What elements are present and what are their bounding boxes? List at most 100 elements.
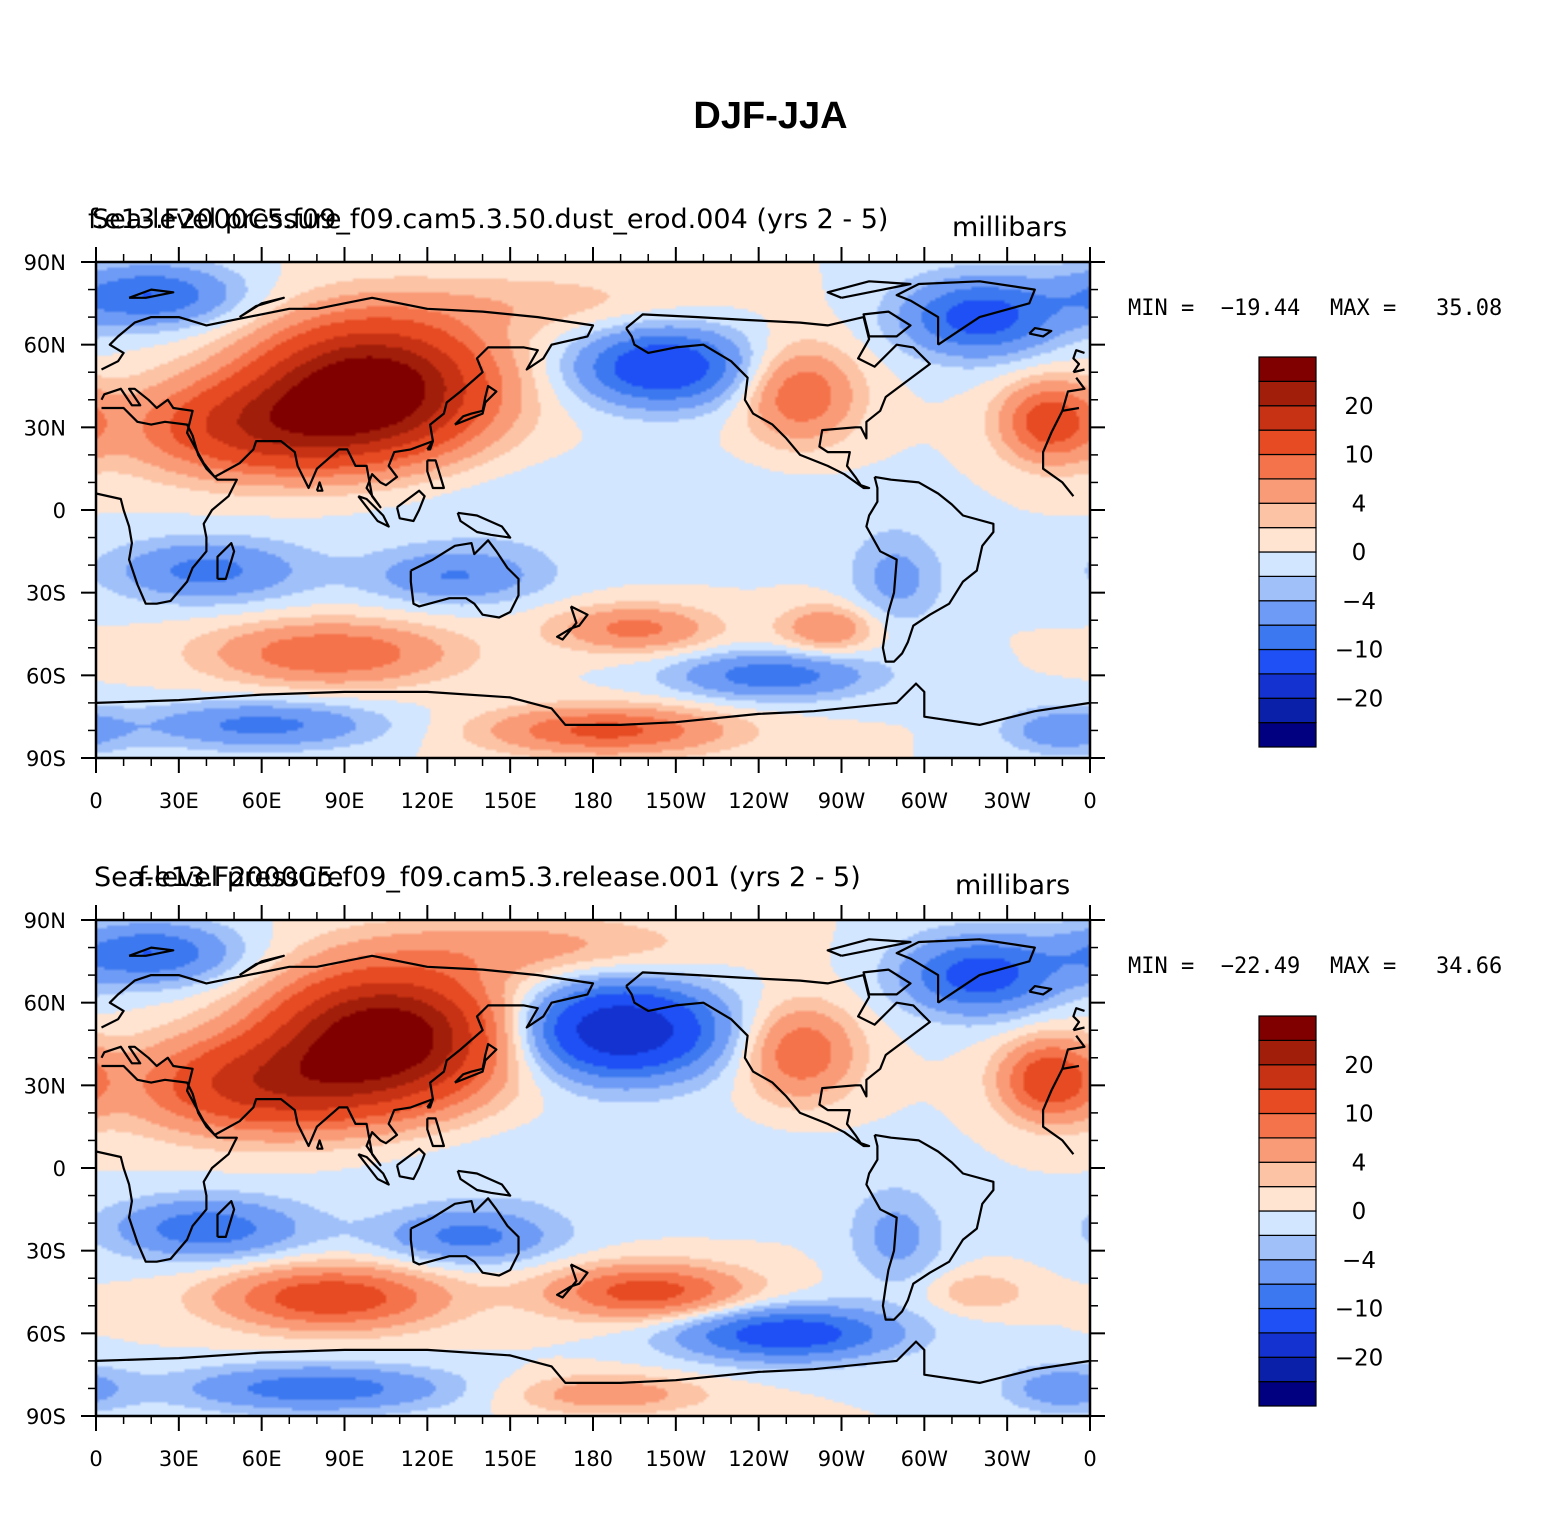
lon-tick-label: 0 xyxy=(89,1447,102,1471)
panel-2-max-label: MAX = 34.66 xyxy=(1330,954,1503,979)
coastline-baffin xyxy=(862,310,912,338)
coastline-japan xyxy=(454,1042,498,1084)
colorbar-box xyxy=(1258,1283,1317,1310)
colorbar-label: 10 xyxy=(1344,1102,1373,1128)
coastline-australia xyxy=(409,1197,520,1277)
pressure-field xyxy=(96,920,1090,1416)
lat-tick-label: 60S xyxy=(26,664,66,688)
lat-tick-label: 30S xyxy=(26,1240,66,1264)
lon-tick-label: 180 xyxy=(573,789,613,813)
lon-tick-label: 60E xyxy=(242,1447,282,1471)
colorbar-box xyxy=(1258,1088,1317,1115)
colorbar-label: 0 xyxy=(1352,540,1367,566)
lon-tick-label: 60W xyxy=(901,789,949,813)
coastline-greenland xyxy=(895,938,1036,1004)
panel-1-max-label: MAX = 35.08 xyxy=(1330,296,1503,321)
coastline-south-america xyxy=(865,1133,995,1321)
colorbar-label: 20 xyxy=(1344,394,1373,420)
coastline-madagascar xyxy=(216,542,236,580)
coastline-new-guinea xyxy=(456,511,512,539)
panel-2-colorbar: 20 10 4 0 −4 −10 −20 xyxy=(1258,1015,1384,1407)
lon-tick-label: 90W xyxy=(818,789,866,813)
lon-tick-label: 90E xyxy=(325,789,365,813)
lon-tick-label: 120E xyxy=(401,789,454,813)
colorbar-label: 4 xyxy=(1352,1150,1367,1176)
colorbar-box xyxy=(1258,1039,1317,1066)
colorbar-label: 4 xyxy=(1352,491,1367,517)
lon-tick-label: 90E xyxy=(325,1447,365,1471)
lon-tick-label: 30W xyxy=(983,1447,1031,1471)
colorbar-label: −20 xyxy=(1335,1345,1384,1371)
colorbar-box xyxy=(1258,527,1317,553)
colorbar-label: −10 xyxy=(1335,1297,1384,1323)
coastline-british-isles xyxy=(1072,1007,1085,1032)
lat-tick-label: 30N xyxy=(24,1074,66,1098)
coastline-eurasia xyxy=(100,296,1086,509)
panel-1-colorbar: 20 10 4 0 −4 −10 −20 xyxy=(1258,356,1384,748)
colorbar-box xyxy=(1258,1137,1317,1163)
panel-1-left-title: Sea-level pressure xyxy=(92,204,342,235)
coastline-australia xyxy=(409,539,520,619)
coastline-sri-lanka xyxy=(315,481,324,492)
colorbar-box xyxy=(1258,429,1317,456)
lat-tick-label: 90N xyxy=(24,251,66,275)
coastline-taiwan xyxy=(426,440,434,451)
coastline-madagascar xyxy=(216,1200,236,1238)
colorbar-box xyxy=(1258,356,1317,382)
coastline-south-america xyxy=(865,475,995,663)
lon-tick-label: 0 xyxy=(89,789,102,813)
lat-tick-label: 90S xyxy=(26,747,66,771)
colorbar-box xyxy=(1258,1234,1317,1261)
coastline-new-zealand xyxy=(556,1263,589,1299)
colorbar-box xyxy=(1258,1381,1317,1407)
coastline-africa xyxy=(96,1064,1075,1263)
colorbar-label: −20 xyxy=(1335,686,1384,712)
coastline-borneo xyxy=(395,489,426,523)
lat-tick-label: 60N xyxy=(24,334,66,358)
colorbar-box xyxy=(1258,624,1317,651)
colorbar-box xyxy=(1258,1112,1317,1139)
coastline-sri-lanka xyxy=(315,1139,324,1150)
coastline-sumatra xyxy=(357,495,390,528)
coastline-ellesmere xyxy=(826,938,912,957)
colorbar-box xyxy=(1258,551,1317,577)
coastline-north-america xyxy=(625,313,931,490)
lon-tick-label: 120E xyxy=(401,1447,454,1471)
colorbar-box xyxy=(1258,673,1317,699)
panel-1-center-title: f.e13.F2000C5.f09_f09.cam5.3.50.dust_ero… xyxy=(88,204,889,235)
lat-tick-label: 60S xyxy=(26,1322,66,1346)
coastline-sumatra xyxy=(357,1153,390,1186)
lat-tick-label: 0 xyxy=(53,499,66,523)
colorbar-box xyxy=(1258,1161,1317,1188)
colorbar-label: 10 xyxy=(1344,443,1373,469)
panel-2-units: millibars xyxy=(955,870,1071,901)
lat-tick-label: 90N xyxy=(24,909,66,933)
colorbar-box xyxy=(1258,1064,1317,1090)
colorbar-box xyxy=(1258,405,1317,431)
colorbar-box xyxy=(1258,600,1317,626)
colorbar-box xyxy=(1258,1210,1317,1236)
colorbar-box xyxy=(1258,1356,1317,1383)
lon-tick-label: 150W xyxy=(645,1447,706,1471)
coastline-new-zealand xyxy=(556,605,589,641)
lon-tick-label: 120W xyxy=(728,789,789,813)
lon-tick-label: 0 xyxy=(1083,1447,1096,1471)
coastline-baffin xyxy=(862,968,912,996)
continent-outlines xyxy=(96,280,1090,726)
lon-tick-label: 150E xyxy=(483,1447,536,1471)
lat-tick-label: 30N xyxy=(24,416,66,440)
lon-tick-label: 60W xyxy=(901,1447,949,1471)
panel-2-map: 0 30E 60E 90E 120E 150E 180 150W 120W 90W 60W 30W 09… xyxy=(24,905,1105,1471)
coastline-antarctica xyxy=(96,682,1090,726)
coastline-iceland xyxy=(1028,985,1053,996)
lon-tick-label: 30E xyxy=(159,1447,199,1471)
lon-tick-label: 150W xyxy=(645,789,706,813)
coastline-japan xyxy=(454,384,498,426)
lat-tick-label: 90S xyxy=(26,1405,66,1429)
colorbar-label: −4 xyxy=(1342,589,1376,615)
coastline-iceland xyxy=(1028,327,1053,338)
lon-tick-label: 120W xyxy=(728,1447,789,1471)
colorbar-box xyxy=(1258,1332,1317,1358)
coastline-ellesmere xyxy=(826,280,912,299)
colorbar-label: 20 xyxy=(1344,1053,1373,1079)
